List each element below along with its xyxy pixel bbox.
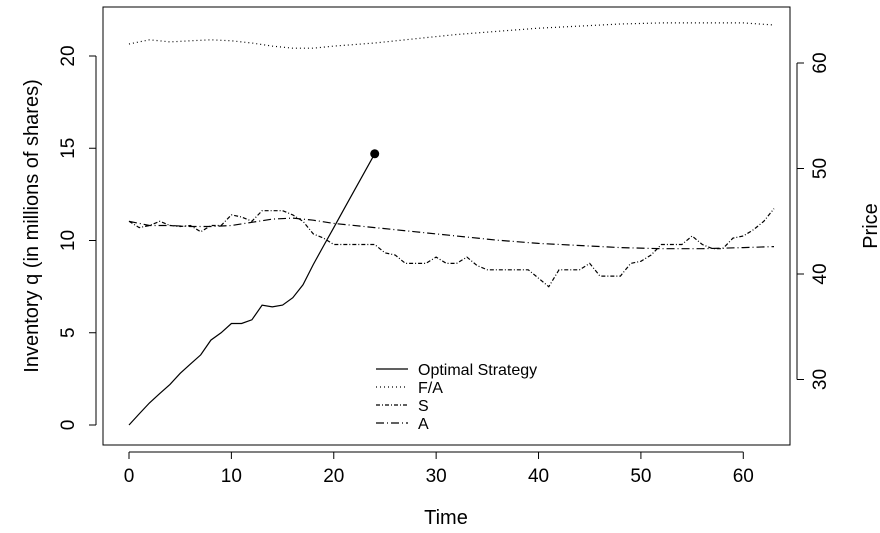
y-tick-label: 10: [58, 230, 79, 251]
y-tick-label: 15: [58, 138, 79, 159]
legend-label-optimal: Optimal Strategy: [418, 362, 537, 379]
y-tick-label: 0: [58, 420, 79, 431]
y2-tick-label: 30: [810, 369, 831, 390]
plot-frame: [102, 6, 791, 446]
x-tick-label: 0: [124, 466, 135, 487]
x-axis: 0 10 20 30 40 50 60: [124, 451, 754, 487]
y-tick-label: 5: [58, 327, 79, 338]
series-line-2: [128, 208, 775, 288]
y-axis-right: 30 40 50 60: [796, 52, 831, 390]
legend: Optimal Strategy F/A S A: [376, 362, 537, 433]
legend-label-fa: F/A: [418, 380, 443, 397]
x-tick-label: 50: [630, 466, 651, 487]
y2-tick-label: 60: [810, 52, 831, 73]
x-tick-label: 40: [528, 466, 549, 487]
series-end-marker: [370, 149, 380, 159]
series-line-0: [128, 153, 376, 426]
y2-tick-label: 50: [810, 158, 831, 179]
series-line-3: [128, 217, 775, 250]
y-tick-label: 20: [58, 45, 79, 66]
x-tick-label: 10: [221, 466, 242, 487]
legend-label-s: S: [418, 398, 429, 415]
y-axis-left: 0 5 10 15 20: [58, 45, 97, 431]
series-line-1: [128, 22, 775, 49]
y2-tick-label: 40: [810, 263, 831, 284]
y2-axis-title: Price: [860, 203, 880, 249]
x-tick-label: 20: [323, 466, 344, 487]
x-tick-label: 30: [426, 466, 447, 487]
x-tick-label: 60: [733, 466, 754, 487]
series-layer: [128, 22, 775, 426]
x-axis-title: Time: [424, 507, 468, 529]
y-axis-title: Inventory q (in millions of shares): [21, 79, 43, 372]
legend-label-a: A: [418, 416, 429, 433]
